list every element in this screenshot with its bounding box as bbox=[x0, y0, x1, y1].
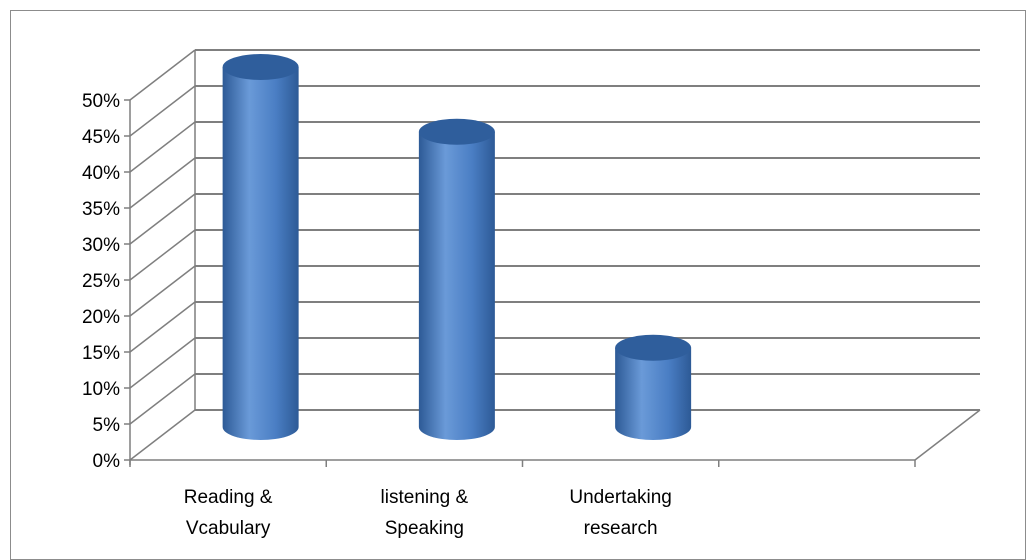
bar bbox=[222, 54, 299, 440]
side-wall-line bbox=[129, 229, 196, 281]
y-tick-label: 30% bbox=[82, 235, 120, 256]
y-tick-label: 50% bbox=[82, 91, 120, 112]
x-tick-label: Undertaking bbox=[569, 487, 671, 508]
y-tick-label: 40% bbox=[82, 163, 120, 184]
bar-top bbox=[418, 118, 495, 145]
x-tick-label: Vcabulary bbox=[186, 518, 271, 539]
bar-body bbox=[222, 67, 299, 440]
bar bbox=[615, 334, 692, 440]
y-tick-label: 20% bbox=[82, 307, 120, 328]
side-wall-line bbox=[129, 121, 196, 173]
y-tick-label: 5% bbox=[93, 415, 121, 436]
y-tick-label: 0% bbox=[93, 451, 121, 472]
y-tick-label: 10% bbox=[82, 379, 120, 400]
x-tick-label: listening & bbox=[381, 487, 469, 508]
bar-body bbox=[615, 347, 692, 440]
side-wall-line bbox=[129, 193, 196, 245]
floor-edge bbox=[914, 409, 981, 461]
x-tick-label: Reading & bbox=[184, 487, 273, 508]
chart-frame bbox=[10, 10, 1026, 560]
bar-top bbox=[615, 334, 692, 361]
y-tick-label: 15% bbox=[82, 343, 120, 364]
side-wall-line bbox=[129, 301, 196, 353]
y-tick-label: 45% bbox=[82, 127, 120, 148]
y-tick-label: 35% bbox=[82, 199, 120, 220]
side-wall-line bbox=[129, 157, 196, 209]
side-wall-line bbox=[129, 49, 196, 101]
side-wall-line bbox=[129, 409, 196, 461]
side-wall-line bbox=[129, 373, 196, 425]
side-wall-line bbox=[129, 265, 196, 317]
side-wall-line bbox=[129, 337, 196, 389]
x-tick-label: research bbox=[584, 518, 658, 539]
bar-top bbox=[222, 54, 299, 80]
gridlines bbox=[129, 49, 981, 461]
bar bbox=[418, 118, 495, 441]
y-tick-label: 25% bbox=[82, 271, 120, 292]
side-wall-line bbox=[129, 85, 196, 137]
x-tick-label: Speaking bbox=[385, 518, 464, 539]
bar-body bbox=[418, 131, 495, 441]
